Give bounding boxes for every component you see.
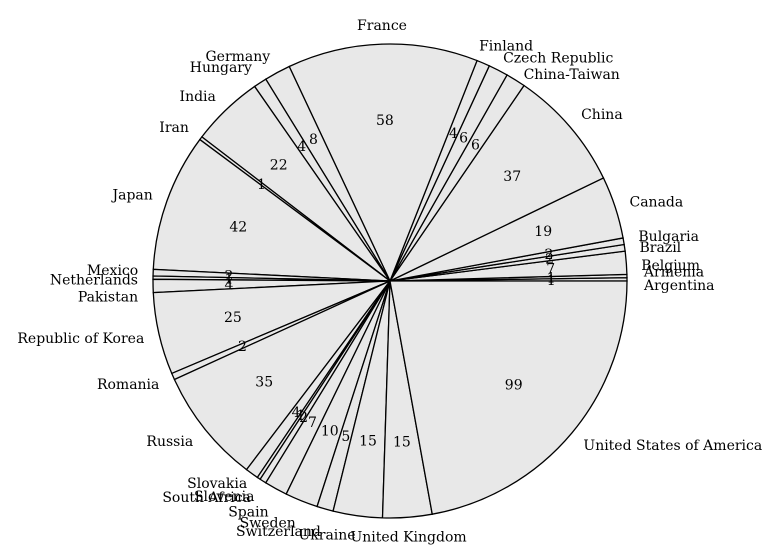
category-label-bulgaria: Bulgaria — [638, 229, 699, 245]
value-label-mexico: 2 — [224, 268, 233, 284]
category-label-spain: Spain — [228, 504, 268, 520]
category-label-finland: Finland — [479, 39, 533, 55]
value-label-iran: 1 — [257, 177, 266, 193]
value-label-armenia: 1 — [547, 271, 556, 287]
category-label-hungary: Hungary — [190, 60, 252, 76]
value-label-germany: 8 — [309, 132, 318, 148]
category-label-iran: Iran — [159, 120, 189, 136]
pie-slices — [152, 43, 628, 519]
value-label-united-kingdom: 15 — [393, 435, 411, 451]
category-label-brazil: Brazil — [640, 240, 682, 256]
category-label-china: China — [581, 107, 623, 123]
pie-slice-france — [288, 43, 478, 283]
value-label-brazil: 2 — [545, 251, 554, 267]
value-label-china-taiwan: 6 — [471, 137, 480, 153]
category-label-india: India — [180, 89, 216, 105]
category-label-pakistan: Pakistan — [78, 289, 138, 305]
category-label-netherlands: Netherlands — [50, 272, 138, 288]
pie-slice-china — [388, 84, 605, 283]
category-label-argentina: Argentina — [643, 278, 715, 294]
category-label-japan: Japan — [111, 188, 153, 204]
value-label-china: 37 — [503, 169, 521, 185]
value-label-switzerland: 5 — [341, 429, 350, 445]
value-label-slovakia: 4 — [292, 405, 301, 421]
value-label-republic-of-korea: 25 — [224, 310, 242, 326]
category-label-slovenia: Slovenia — [194, 489, 255, 505]
value-label-canada: 19 — [534, 224, 552, 240]
value-label-japan: 42 — [229, 220, 247, 236]
category-label-south-africa: South Africa — [162, 490, 251, 506]
category-label-romania: Romania — [97, 377, 159, 393]
category-label-canada: Canada — [630, 194, 684, 210]
category-label-czech-republic: Czech Republic — [503, 50, 613, 66]
pie-slice-russia — [173, 280, 391, 471]
value-label-netherlands: 1 — [224, 272, 233, 288]
category-label-republic-of-korea: Republic of Korea — [17, 331, 144, 347]
value-label-south-africa: 2 — [299, 410, 308, 426]
value-label-spain: 7 — [308, 415, 317, 431]
category-label-armenia: Armenia — [643, 265, 704, 281]
category-label-russia: Russia — [146, 434, 193, 450]
value-label-bulgaria: 2 — [544, 247, 553, 263]
category-label-ukraine: Ukraine — [298, 528, 355, 544]
value-label-czech-republic: 6 — [459, 131, 468, 147]
category-label-mexico: Mexico — [87, 263, 138, 279]
value-label-russia: 35 — [255, 375, 273, 391]
value-label-france: 58 — [376, 113, 394, 129]
value-label-sweden: 10 — [321, 424, 339, 440]
category-label-china-taiwan: China-Taiwan — [524, 67, 620, 83]
pie-slice-japan — [152, 138, 393, 282]
value-label-hungary: 4 — [297, 139, 306, 155]
pie-slice-united-states-of-america — [389, 280, 628, 515]
value-label-india: 22 — [270, 158, 288, 174]
category-label-sweden: Sweden — [240, 515, 296, 531]
category-label-united-states-of-america: United States of America — [583, 438, 762, 454]
category-label-france: France — [357, 18, 407, 34]
value-label-pakistan: 4 — [224, 277, 233, 293]
value-label-ukraine: 15 — [359, 434, 377, 450]
category-label-switzerland: Switzerland — [236, 524, 321, 540]
value-label-argentina: 1 — [547, 273, 556, 289]
category-label-united-kingdom: United Kingdom — [350, 529, 466, 545]
value-label-slovenia: 1 — [296, 408, 305, 424]
value-label-united-states-of-america: 99 — [505, 377, 523, 393]
category-label-slovakia: Slovakia — [187, 476, 247, 492]
value-label-belgium: 7 — [546, 262, 555, 278]
value-label-finland: 4 — [449, 126, 458, 142]
category-label-belgium: Belgium — [641, 258, 700, 274]
category-label-germany: Germany — [205, 49, 270, 65]
value-label-romania: 2 — [238, 339, 247, 355]
